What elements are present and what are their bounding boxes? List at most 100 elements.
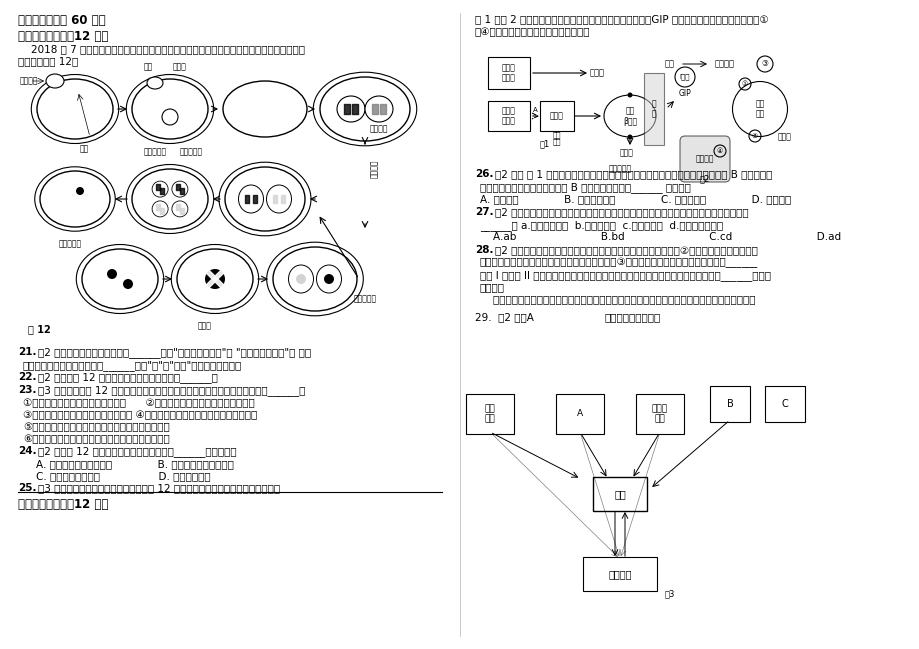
Text: 26.: 26. [474, 169, 493, 179]
Circle shape [76, 187, 84, 195]
FancyBboxPatch shape [709, 386, 749, 422]
Ellipse shape [222, 81, 307, 137]
Text: A. 胰淀粉酶              B. 促甲状腺激素              C. 膜高血糖素              D. 神经递质: A. 胰淀粉酶 B. 促甲状腺激素 C. 膜高血糖素 D. 神经递质 [480, 194, 790, 204]
Text: 心脏
活动: 心脏 活动 [484, 404, 494, 424]
Text: ⑤细胞分裂，不同来源的染色体分配在两个子细胞中: ⑤细胞分裂，不同来源的染色体分配在两个子细胞中 [23, 422, 170, 432]
Text: 2018 年 7 月德国科研者在受精卵形成后的第一次分裂过程发现来自父母双方的染色体并非携: 2018 年 7 月德国科研者在受精卵形成后的第一次分裂过程发现来自父母双方的染… [18, 44, 305, 54]
FancyArrow shape [213, 269, 224, 280]
Text: 血压: 血压 [614, 489, 625, 499]
Circle shape [123, 279, 133, 289]
Text: A.ab                          B.bd                          C.cd                : A.ab B.bd C.cd [480, 232, 840, 242]
FancyBboxPatch shape [593, 477, 646, 511]
Text: 图3: 图3 [664, 589, 675, 598]
Text: （2 分）据图可知，受精发生在______（填"减数第一次分裂"或 "减数第二次分裂"或 减数: （2 分）据图可知，受精发生在______（填"减数第一次分裂"或 "减数第二次… [38, 347, 311, 358]
Text: 28.: 28. [474, 245, 493, 255]
Text: ⑥细胞分裂，不同来源的染色体均分在两个子细胞中: ⑥细胞分裂，不同来源的染色体均分在两个子细胞中 [23, 434, 170, 444]
FancyBboxPatch shape [679, 136, 729, 182]
Circle shape [296, 274, 306, 284]
Text: C: C [781, 399, 788, 409]
FancyBboxPatch shape [583, 557, 656, 591]
Ellipse shape [336, 96, 365, 122]
FancyBboxPatch shape [539, 101, 573, 131]
Text: ①不同来源的染色体排列在赤道面上      ②不同来源的染色体排列在赤道面两侧: ①不同来源的染色体排列在赤道面上 ②不同来源的染色体排列在赤道面两侧 [23, 398, 255, 408]
Text: 父亲染色质: 父亲染色质 [180, 147, 203, 156]
Text: ③在两个纺锤体的牵引下，染色体分离 ④在两个纺锤体的牵引下，同源染色体分离: ③在两个纺锤体的牵引下，染色体分离 ④在两个纺锤体的牵引下，同源染色体分离 [23, 410, 257, 420]
FancyBboxPatch shape [487, 101, 529, 131]
Text: ～④代表细胞膜上的结构。请分析回答：: ～④代表细胞膜上的结构。请分析回答： [474, 27, 590, 37]
FancyBboxPatch shape [765, 386, 804, 422]
Text: 血糖浓
度升高: 血糖浓 度升高 [502, 64, 516, 82]
Circle shape [107, 269, 117, 279]
Text: 是影响血压的因素之: 是影响血压的因素之 [605, 312, 661, 322]
Text: 第一极体: 第一极体 [20, 77, 39, 86]
Text: （2 分） 图 1 中，胰岛素分泌的调节方式既有体液调节又有神经调节，这与胰岛 B 细胞的多种: （2 分） 图 1 中，胰岛素分泌的调节方式既有体液调节又有神经调节，这与胰岛 … [494, 169, 772, 179]
Text: 脂肪细胞: 脂肪细胞 [695, 154, 713, 164]
Text: 受体有关。下列物质中可被胰岛 B 细胞受体识别的有______ （多选）: 受体有关。下列物质中可被胰岛 B 细胞受体识别的有______ （多选） [480, 182, 690, 193]
Text: ②: ② [751, 133, 757, 139]
Text: 胰岛素: 胰岛素 [619, 148, 633, 157]
Ellipse shape [273, 247, 357, 311]
Text: 胰岛
β细胞: 胰岛 β细胞 [622, 106, 636, 126]
Text: A: A [532, 107, 537, 113]
Text: ______。 a.糖的消化吸收  b.肝糖原分解  c.肌糖原分解  d.甘油三酯的转换: ______。 a.糖的消化吸收 b.肝糖原分解 c.肌糖原分解 d.甘油三酯的… [480, 220, 722, 231]
Circle shape [627, 93, 632, 97]
Text: 24.: 24. [18, 446, 37, 456]
Text: ④: ④ [716, 148, 722, 154]
Text: 甲或乙）: 甲或乙） [480, 282, 505, 292]
Text: C. 形成了两个纺锤体                  D. 着丝粒不分裂: C. 形成了两个纺锤体 D. 着丝粒不分裂 [23, 471, 210, 481]
Text: 手共进，如图 12。: 手共进，如图 12。 [18, 56, 78, 66]
Text: ①: ① [741, 81, 747, 87]
Ellipse shape [289, 265, 313, 293]
Ellipse shape [604, 95, 655, 137]
Text: GIP: GIP [678, 90, 690, 99]
Text: 于肝细胞和肌细胞），乙体内检测出能作用于结构③的抗体，两个患者中，甲最可能属于______: 于肝细胞和肌细胞），乙体内检测出能作用于结构③的抗体，两个患者中，甲最可能属于_… [480, 258, 757, 268]
Text: ③: ③ [761, 60, 767, 69]
Text: B: B [726, 399, 732, 409]
Ellipse shape [176, 249, 253, 309]
FancyArrow shape [119, 271, 132, 280]
Text: 小
肠: 小 肠 [651, 99, 655, 119]
Ellipse shape [46, 74, 64, 88]
Ellipse shape [131, 169, 208, 229]
Text: （一）细胞分裂（12 分）: （一）细胞分裂（12 分） [18, 30, 108, 43]
Text: 胰岛血糖素: 胰岛血糖素 [607, 164, 630, 173]
Ellipse shape [732, 82, 787, 136]
Text: I细胞: I细胞 [679, 74, 689, 80]
Text: 分裂完成后），图中的极体中______（填"有"或"没有"）染色体（质）。: 分裂完成后），图中的极体中______（填"有"或"没有"）染色体（质）。 [23, 360, 242, 371]
Text: 异分裂: 异分裂 [198, 321, 211, 330]
Ellipse shape [225, 167, 305, 231]
Text: 异常分裂: 异常分裂 [369, 160, 379, 178]
Text: 葡萄糖
感受器: 葡萄糖 感受器 [502, 106, 516, 126]
Text: 正常子细胞: 正常子细胞 [59, 239, 82, 248]
Text: 29.  （2 分）A: 29. （2 分）A [474, 312, 533, 322]
Ellipse shape [37, 79, 113, 139]
Text: （项 I 型或项 II 型）糖尿病，甲、乙两人中通过注射胰岛素能有效控制血糖浓度的是______，（填: （项 I 型或项 II 型）糖尿病，甲、乙两人中通过注射胰岛素能有效控制血糖浓度… [480, 270, 770, 281]
Circle shape [627, 134, 632, 140]
Ellipse shape [40, 171, 110, 227]
Ellipse shape [152, 181, 168, 197]
Text: （3 分）下列对图 12 受精卵第一次正常分裂时发生的变化正确的描述及排序是______。: （3 分）下列对图 12 受精卵第一次正常分裂时发生的变化正确的描述及排序是__… [38, 385, 305, 396]
Circle shape [323, 274, 334, 284]
Text: （2 分）与图 12 中纺锤体形成相关的细胞器是______。: （2 分）与图 12 中纺锤体形成相关的细胞器是______。 [38, 372, 218, 383]
Text: 图2: 图2 [699, 174, 709, 183]
FancyArrow shape [205, 278, 216, 289]
Circle shape [675, 67, 694, 87]
Text: 血液粘
稠度: 血液粘 稠度 [652, 404, 667, 424]
Ellipse shape [238, 185, 263, 213]
Ellipse shape [320, 77, 410, 141]
Text: 极体: 极体 [143, 62, 153, 71]
Text: 图1: 图1 [539, 139, 550, 148]
Ellipse shape [172, 201, 187, 217]
Text: 神经
递质: 神经 递质 [552, 131, 561, 145]
Text: 进食: 进食 [664, 60, 675, 69]
Text: （2 分）图 12 中的两种异常分裂现象表现为______。（多选）: （2 分）图 12 中的两种异常分裂现象表现为______。（多选） [38, 446, 236, 457]
Text: 21.: 21. [18, 347, 37, 357]
FancyArrow shape [213, 278, 224, 289]
FancyArrow shape [205, 269, 216, 280]
Ellipse shape [316, 265, 341, 293]
Text: 27.: 27. [474, 207, 494, 217]
Text: 22.: 22. [18, 372, 37, 382]
Text: （2 分）运动过程中血糖浓度先降后升，其升高主要由于胰高血糖素等明显增加，从而促进: （2 分）运动过程中血糖浓度先降后升，其升高主要由于胰高血糖素等明显增加，从而促… [494, 207, 748, 217]
Text: 异常子细胞: 异常子细胞 [353, 294, 376, 303]
FancyBboxPatch shape [466, 394, 514, 434]
